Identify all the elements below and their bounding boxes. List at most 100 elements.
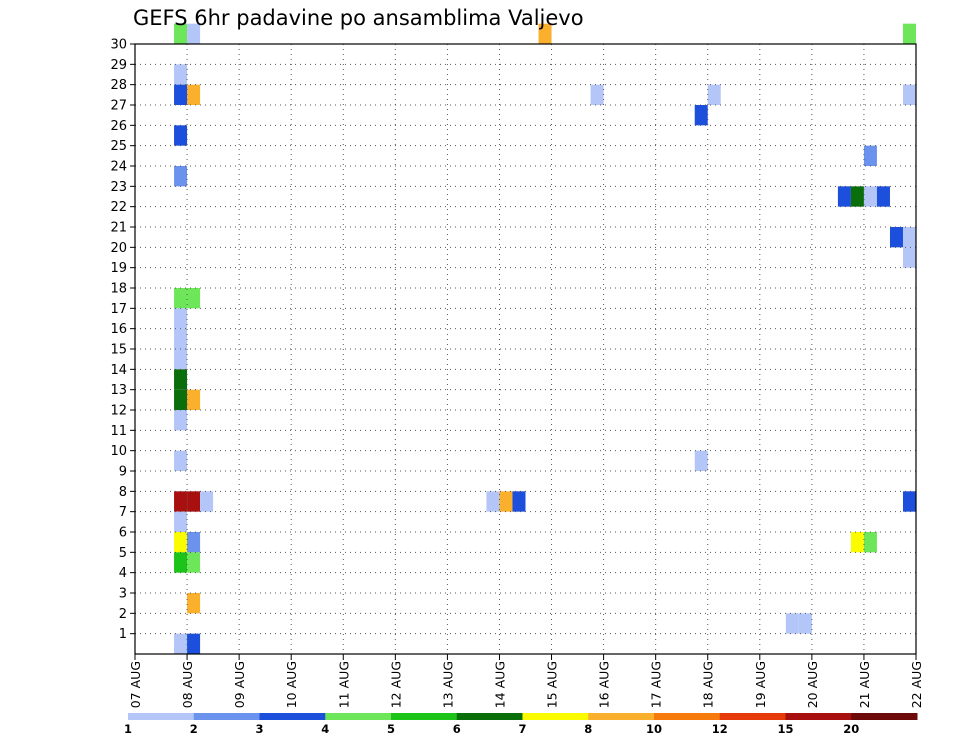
y-tick-label: 1 — [119, 627, 127, 642]
heatmap-cell — [200, 491, 214, 512]
x-tick-label: 11 AUG — [336, 661, 351, 708]
heatmap-cell — [590, 84, 604, 105]
heatmap-cell — [174, 166, 188, 187]
y-tick-label: 29 — [110, 58, 127, 73]
heatmap-cell — [174, 491, 188, 512]
x-tick-label: 20 AUG — [805, 661, 820, 708]
heatmap-cell — [902, 23, 916, 44]
y-tick-label: 12 — [110, 404, 127, 419]
heatmap-cell — [837, 186, 851, 207]
legend-color-swatch — [325, 713, 392, 720]
heatmap-cell — [187, 633, 201, 654]
legend-color-swatch — [391, 713, 458, 720]
legend-color-swatch — [522, 713, 589, 720]
y-tick-label: 21 — [110, 221, 127, 236]
y-tick-label: 5 — [119, 546, 127, 561]
y-tick-label: 16 — [110, 322, 127, 337]
heatmap-cell — [694, 105, 708, 126]
legend-color-swatch — [785, 713, 852, 720]
heatmap-cell — [187, 593, 201, 614]
x-tick-label: 09 AUG — [232, 661, 247, 708]
heatmap-cell — [187, 552, 201, 573]
heatmap-cell — [902, 84, 916, 105]
legend-label: 6 — [453, 722, 461, 736]
y-tick-label: 17 — [110, 302, 127, 317]
legend-label: 12 — [712, 722, 728, 736]
heatmap-cell — [174, 410, 188, 431]
x-tick-label: 10 AUG — [284, 661, 299, 708]
y-tick-label: 26 — [110, 119, 127, 134]
y-tick-label: 30 — [110, 38, 127, 53]
y-tick-label: 18 — [110, 282, 127, 297]
heatmap-cell — [174, 64, 188, 85]
heatmap-cell — [174, 389, 188, 410]
heatmap-cell — [174, 308, 188, 329]
x-tick-label: 07 AUG — [128, 661, 143, 708]
x-tick-label: 16 AUG — [597, 661, 612, 708]
heatmap-cell — [486, 491, 500, 512]
legend-label: 4 — [321, 722, 329, 736]
heatmap-cell — [889, 227, 903, 248]
x-tick-label: 22 AUG — [909, 661, 924, 708]
x-tick-label: 13 AUG — [440, 661, 455, 708]
heatmap-cell — [174, 511, 188, 532]
heatmap-cell — [902, 491, 916, 512]
y-tick-label: 11 — [110, 424, 127, 439]
y-tick-label: 25 — [110, 139, 127, 154]
legend-label: 2 — [190, 722, 198, 736]
heatmap-cell — [785, 613, 799, 634]
heatmap-cell — [187, 84, 201, 105]
x-tick-label: 15 AUG — [545, 661, 560, 708]
legend-label: 3 — [255, 722, 263, 736]
heatmap-cell — [512, 491, 526, 512]
legend-color-swatch — [193, 713, 260, 720]
heatmap-cell — [863, 145, 877, 166]
y-tick-label: 3 — [119, 587, 127, 602]
legend-label: 5 — [387, 722, 395, 736]
legend-label: 20 — [843, 722, 859, 736]
legend-color-swatch — [851, 713, 918, 720]
legend-color-swatch — [456, 713, 523, 720]
heatmap-cell — [174, 288, 188, 309]
heatmap-cell — [538, 23, 552, 44]
legend-color-swatch — [259, 713, 326, 720]
y-tick-label: 15 — [110, 343, 127, 358]
y-tick-label: 7 — [119, 505, 127, 520]
x-tick-label: 08 AUG — [180, 661, 195, 708]
y-tick-label: 2 — [119, 607, 127, 622]
legend-label: 7 — [518, 722, 526, 736]
heatmap-cell — [863, 532, 877, 553]
y-tick-label: 27 — [110, 99, 127, 114]
y-tick-label: 9 — [119, 465, 127, 480]
heatmap-cell — [187, 23, 201, 44]
heatmap-cell — [187, 532, 201, 553]
legend-color-swatch — [588, 713, 655, 720]
y-tick-label: 6 — [119, 526, 127, 541]
heatmap-cell — [850, 532, 864, 553]
legend-label: 15 — [777, 722, 793, 736]
heatmap-cell — [174, 532, 188, 553]
heatmap-cell — [850, 186, 864, 207]
heatmap-cell — [174, 84, 188, 105]
legend-label: 10 — [646, 722, 662, 736]
y-tick-label: 8 — [119, 485, 127, 500]
legend-label: 8 — [584, 722, 592, 736]
heatmap-cell — [174, 23, 188, 44]
heatmap-cell — [902, 247, 916, 268]
heatmap-cell — [876, 186, 890, 207]
y-tick-label: 22 — [110, 200, 127, 215]
y-tick-label: 14 — [110, 363, 127, 378]
heatmap-cell — [499, 491, 513, 512]
heatmap-cell — [187, 389, 201, 410]
heatmap-cell — [174, 633, 188, 654]
y-tick-label: 13 — [110, 383, 127, 398]
x-tick-label: 12 AUG — [388, 661, 403, 708]
x-tick-label: 19 AUG — [753, 661, 768, 708]
legend-color-swatch — [719, 713, 786, 720]
heatmap-cell — [174, 328, 188, 349]
y-tick-label: 24 — [110, 160, 127, 175]
y-tick-label: 4 — [119, 566, 127, 581]
y-tick-label: 10 — [110, 444, 127, 459]
